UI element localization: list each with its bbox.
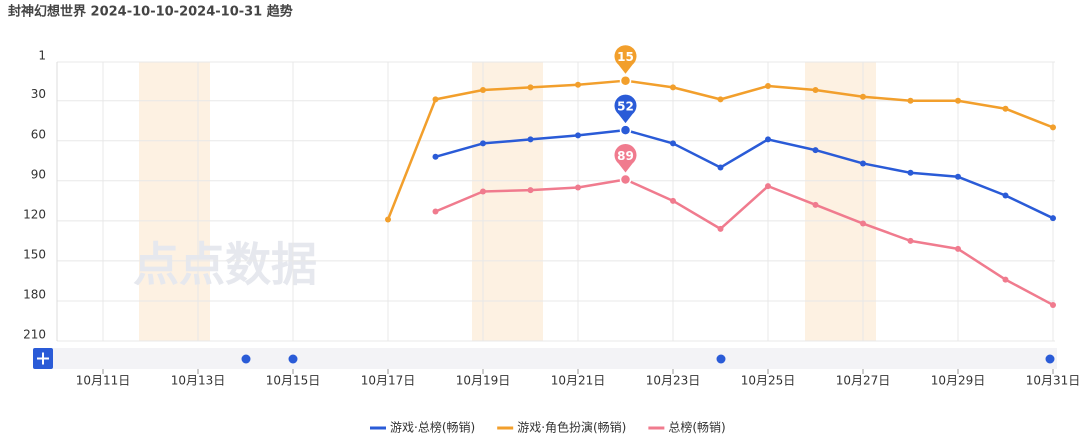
x-tick-label: 10月29日 [931,374,986,388]
data-point [527,84,534,91]
data-point [812,87,819,94]
x-tick-label: 10月27日 [836,374,891,388]
data-point [575,81,581,88]
peak-pin [614,45,637,74]
data-point [907,169,914,176]
data-point [907,97,914,104]
peak-point [619,173,632,186]
data-point [527,136,534,143]
data-point [955,173,961,180]
title: 封神幻想世界 2024-10-10-2024-10-31 趋势 [8,4,293,20]
event-dot[interactable] [716,354,726,364]
series-line [435,128,1054,220]
legend-label: 游戏·总榜(畅销) [390,420,475,435]
y-tick-label: 180 [23,287,46,301]
data-point [955,97,961,104]
data-point [955,245,961,252]
x-tick-label: 10月17日 [361,374,416,388]
watermark: 点点数据 [133,238,317,292]
data-point [670,197,676,204]
data-point [1002,105,1009,112]
x-tick-label: 10月19日 [456,374,511,388]
x-tick-label: 10月13日 [171,374,226,388]
data-point [1050,301,1056,308]
data-point [860,93,866,100]
weekend-band [139,62,210,341]
x-tick-label: 10月23日 [646,374,701,388]
data-point [432,153,439,160]
y-tick-label: 1 [38,49,46,63]
data-point [765,136,771,143]
event-dot[interactable] [241,354,251,364]
plus-icon [37,352,49,365]
data-point [717,225,724,232]
x-tick-label: 10月21日 [551,374,606,388]
data-point [812,201,819,208]
x-tick-label: 10月11日 [76,374,131,388]
data-point [480,87,486,94]
data-point [480,140,486,147]
weekend-band [805,62,876,341]
data-point [1050,124,1056,131]
peak-point [619,74,632,87]
y-tick-label: 60 [31,127,46,141]
peak-label: 15 [617,50,634,64]
legend: 游戏·总榜(畅销) 游戏·角色扮演(畅销) 总榜(畅销) [370,420,726,435]
y-tick-label: 150 [23,247,46,261]
legend-label: 总榜(畅销) [668,420,725,435]
data-point [527,187,534,194]
y-tick-label: 210 [23,328,46,342]
data-point [765,183,771,190]
data-point [1002,192,1009,199]
data-point [1050,215,1056,222]
data-point [432,96,439,103]
y-tick-label: 90 [31,167,46,181]
data-point [765,83,771,90]
data-point [575,132,581,139]
data-point [480,188,486,195]
data-point [670,140,676,147]
data-point [670,84,676,91]
data-point [432,208,439,215]
peak-pin [614,94,637,124]
event-dot[interactable] [1045,354,1055,364]
data-point [717,164,724,171]
event-dot[interactable] [288,354,298,364]
data-point [1002,276,1009,283]
peak-label: 52 [617,100,634,114]
weekend-bands [139,62,876,341]
x-tick-label: 10月15日 [266,374,321,388]
series-line [435,178,1054,307]
x-tick-label: 10月25日 [741,374,796,388]
y-tick-label: 30 [31,87,46,101]
peak-label: 89 [617,149,634,163]
plot: 1 30 60 90 120 150 180 210 10月11日 10月13日 10月15日 10月… [23,45,1080,388]
range-slider[interactable] [33,348,1057,369]
data-point [907,237,914,244]
data-point [860,160,866,167]
y-tick-label: 120 [23,207,46,221]
legend-label: 游戏·角色扮演(畅销) [517,420,626,435]
peak-point [619,124,632,136]
data-point [385,216,391,223]
data-point [575,184,581,191]
weekend-band [472,62,543,341]
x-tick-label: 10月31日 [1026,374,1080,388]
data-point [717,96,724,103]
data-point [812,147,819,154]
peak-pin [614,143,637,173]
data-point [860,220,866,227]
